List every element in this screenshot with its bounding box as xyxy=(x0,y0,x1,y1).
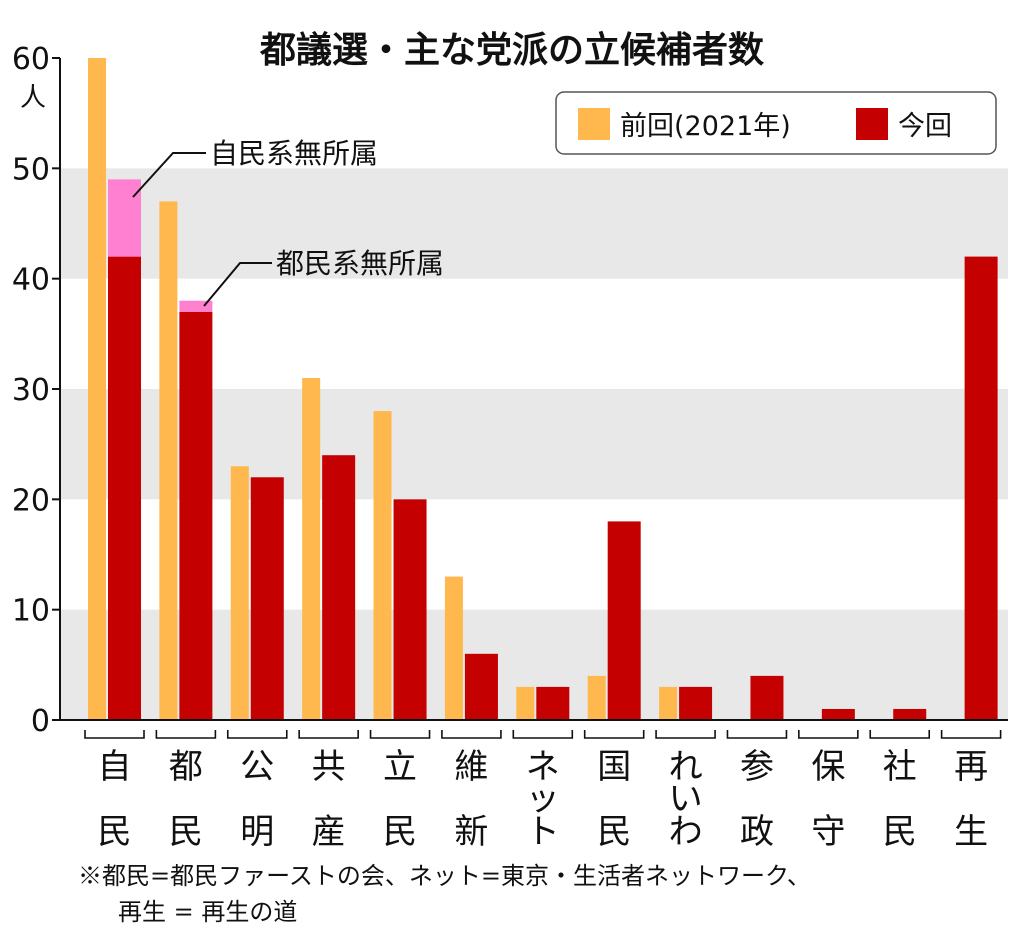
bar-previous-維新 xyxy=(444,576,463,720)
bar-current-都民 xyxy=(179,311,213,720)
annotation-tomin-leader xyxy=(203,262,272,307)
bar-previous-公明 xyxy=(230,466,249,720)
category-label: 国 xyxy=(597,747,631,787)
bar-previous-立民 xyxy=(373,411,392,720)
category-label: 維 xyxy=(454,747,488,787)
bar-current-社民 xyxy=(893,708,927,720)
bar-current-国民 xyxy=(607,521,641,720)
category-label: 民 xyxy=(383,812,417,852)
y-tick-label: 20 xyxy=(12,483,50,518)
category-bracket xyxy=(655,730,716,739)
category-label: 公 xyxy=(240,747,274,787)
category-label: 都 xyxy=(169,747,203,787)
category-label: れ xyxy=(669,747,703,787)
category-bracket xyxy=(369,730,431,739)
y-tick-label: 0 xyxy=(31,704,50,739)
category-label: 民 xyxy=(169,812,203,852)
bar-previous-ネット xyxy=(516,686,535,720)
category-bracket xyxy=(155,730,217,739)
y-tick-label: 40 xyxy=(12,263,50,298)
y-unit-label: 人 xyxy=(20,83,46,113)
category-label: 民 xyxy=(883,812,917,852)
category-label: 社 xyxy=(883,747,917,787)
legend-previous-swatch xyxy=(578,108,610,140)
category-bracket xyxy=(441,730,502,739)
bar-independent-都民 xyxy=(179,300,213,312)
bar-previous-れいわ xyxy=(659,686,678,720)
category-bracket xyxy=(512,730,574,739)
category-label: ト xyxy=(526,812,560,852)
bar-current-共産 xyxy=(322,455,356,720)
grid-band xyxy=(60,168,1008,279)
category-label: 守 xyxy=(811,812,845,852)
category-bracket xyxy=(226,730,288,739)
footnote-line-2: 再生 = 再生の道 xyxy=(118,898,298,926)
bar-previous-自民 xyxy=(88,58,106,720)
grid-band xyxy=(60,389,1008,500)
category-label: ッ xyxy=(526,779,560,819)
category-bracket xyxy=(798,730,859,739)
category-brackets xyxy=(84,730,1002,739)
y-tick-label: 60 xyxy=(12,42,50,77)
bar-current-れいわ xyxy=(679,686,713,720)
bar-current-ネット xyxy=(536,686,570,720)
bar-previous-共産 xyxy=(302,377,321,720)
category-label: 新 xyxy=(454,812,488,852)
bar-current-自民 xyxy=(108,256,141,720)
category-label: 参 xyxy=(740,747,774,787)
annotation-jimin-independent: 自民系無所属 xyxy=(132,137,378,198)
legend: 前回(2021年) 今回 xyxy=(555,91,997,155)
bar-current-参政 xyxy=(750,675,784,720)
y-tick-label: 50 xyxy=(12,152,50,187)
category-bracket xyxy=(726,730,788,739)
annotation-tomin-label: 都民系無所属 xyxy=(276,247,444,280)
legend-current-label: 今回 xyxy=(898,111,952,142)
category-label: わ xyxy=(669,812,703,852)
category-label: 立 xyxy=(383,747,417,787)
grid-bands xyxy=(60,168,1008,720)
bar-current-維新 xyxy=(464,653,498,720)
category-label: 自 xyxy=(98,747,132,787)
bar-previous-国民 xyxy=(587,675,606,720)
category-label: 民 xyxy=(98,812,132,852)
legend-current-swatch xyxy=(856,108,888,140)
category-bracket xyxy=(298,730,359,739)
annotation-jimin-leader xyxy=(132,152,206,198)
category-label: い xyxy=(669,779,703,819)
category-label: 生 xyxy=(954,812,988,852)
bar-current-再生 xyxy=(964,256,998,720)
y-axis-ticks: 0 10 20 30 40 50 60 xyxy=(12,42,60,739)
bar-current-保守 xyxy=(821,708,855,720)
annotation-jimin-label: 自民系無所属 xyxy=(210,137,378,170)
category-label: ネ xyxy=(526,747,560,787)
bar-current-立民 xyxy=(393,499,427,720)
category-label: 明 xyxy=(240,812,274,852)
category-bracket xyxy=(940,730,1002,739)
y-tick-label: 30 xyxy=(12,373,50,408)
bar-previous-都民 xyxy=(159,201,178,720)
chart-title: 都議選・主な党派の立候補者数 xyxy=(259,30,764,71)
bars xyxy=(88,58,998,720)
category-label: 保 xyxy=(811,747,845,787)
y-tick-label: 10 xyxy=(12,594,50,629)
category-label: 産 xyxy=(312,812,346,852)
footnote-line-1: ※都民=都民ファーストの会、ネット=東京・生活者ネットワーク、 xyxy=(78,862,811,890)
category-label: 民 xyxy=(597,812,631,852)
category-label: 共 xyxy=(312,747,346,787)
category-label: 政 xyxy=(740,812,774,852)
category-bracket xyxy=(869,730,931,739)
bar-independent-自民 xyxy=(108,179,141,257)
category-bracket xyxy=(84,730,145,739)
legend-previous-label: 前回(2021年) xyxy=(620,111,791,142)
annotation-tomin-independent: 都民系無所属 xyxy=(203,247,444,307)
footnote: ※都民=都民ファーストの会、ネット=東京・生活者ネットワーク、 再生 = 再生の… xyxy=(78,858,1018,930)
bar-current-公明 xyxy=(250,477,284,720)
category-label: 再 xyxy=(954,747,988,787)
category-bracket xyxy=(583,730,645,739)
